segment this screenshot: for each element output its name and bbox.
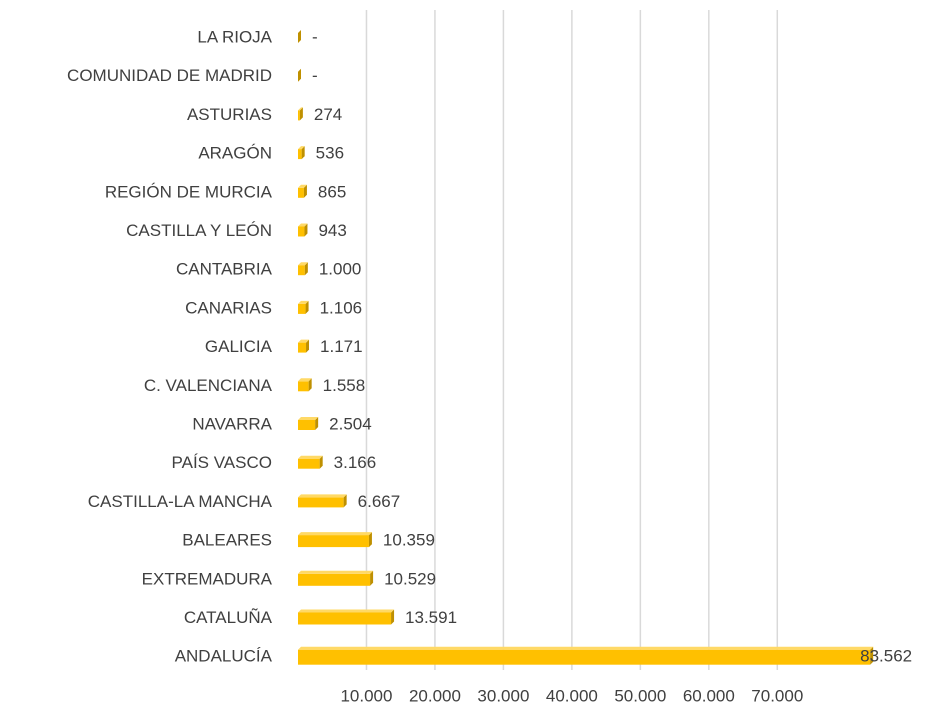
bar xyxy=(298,612,392,625)
bar xyxy=(298,265,305,276)
bar xyxy=(298,187,304,198)
bar-top xyxy=(298,609,395,613)
y-tick-label: REGIÓN DE MURCIA xyxy=(105,182,273,201)
bar-top xyxy=(298,417,319,420)
x-tick-label: 70.000 xyxy=(751,686,803,705)
bar xyxy=(298,110,300,121)
x-tick-label: 60.000 xyxy=(683,686,735,705)
bar-side xyxy=(368,532,372,548)
value-label: 6.667 xyxy=(358,492,401,511)
value-label: 3.166 xyxy=(334,453,377,472)
value-label: 1.558 xyxy=(323,376,366,395)
bar xyxy=(298,420,316,430)
y-tick-label: BALEARES xyxy=(182,531,272,550)
bar-top xyxy=(298,146,305,150)
bar-side xyxy=(391,609,395,625)
y-tick-label: CATALUÑA xyxy=(184,608,273,627)
bar-top xyxy=(298,300,309,304)
x-tick-label: 50.000 xyxy=(614,686,666,705)
x-tick-label: 20.000 xyxy=(409,686,461,705)
bar-top xyxy=(298,532,372,536)
y-tick-label: PAÍS VASCO xyxy=(172,453,272,472)
bar-top xyxy=(298,107,303,111)
value-label: 274 xyxy=(314,105,342,124)
bar-top xyxy=(298,570,374,574)
bar-top xyxy=(298,184,307,188)
value-label: - xyxy=(312,66,318,85)
value-label: - xyxy=(312,27,318,46)
y-tick-label: CANTABRIA xyxy=(176,260,273,279)
value-label: 1.106 xyxy=(320,298,363,317)
y-tick-label: ARAGÓN xyxy=(198,144,272,163)
bar xyxy=(298,573,371,586)
bar-side xyxy=(315,417,319,430)
bar-top xyxy=(298,378,312,382)
bar-side xyxy=(298,30,301,43)
y-tick-label: NAVARRA xyxy=(192,414,272,433)
y-tick-label: ANDALUCÍA xyxy=(175,647,273,666)
y-tick-label: LA RIOJA xyxy=(197,27,272,46)
bar-side xyxy=(370,570,374,586)
bar xyxy=(298,303,306,314)
bar-top xyxy=(298,223,308,227)
bar-side xyxy=(298,68,301,82)
value-label: 943 xyxy=(318,221,346,240)
x-tick-label: 30.000 xyxy=(477,686,529,705)
bar-top xyxy=(298,494,347,498)
x-tick-label: 40.000 xyxy=(546,686,598,705)
y-tick-label: GALICIA xyxy=(205,337,273,356)
bar xyxy=(298,649,871,665)
bar xyxy=(298,149,302,160)
bar-top xyxy=(298,646,874,650)
bar-side xyxy=(319,455,323,469)
value-label: 1.171 xyxy=(320,337,363,356)
value-label: 2.504 xyxy=(329,414,372,433)
value-label: 13.591 xyxy=(405,608,457,627)
bar-top xyxy=(298,339,310,343)
value-label: 10.359 xyxy=(383,531,435,550)
bar xyxy=(298,342,307,353)
y-tick-label: C. VALENCIANA xyxy=(144,376,273,395)
bar-side xyxy=(308,378,312,392)
bar-top xyxy=(298,455,323,459)
bar-side xyxy=(343,494,347,508)
y-tick-label: COMUNIDAD DE MADRID xyxy=(67,66,272,85)
bar xyxy=(298,381,309,392)
bar xyxy=(298,535,369,548)
value-label: 536 xyxy=(316,144,344,163)
value-label: 10.529 xyxy=(384,569,436,588)
bar-side xyxy=(304,262,308,276)
bar xyxy=(298,497,344,508)
bar-side xyxy=(301,146,305,160)
y-tick-label: CASTILLA-LA MANCHA xyxy=(88,492,273,511)
bar-top xyxy=(298,262,308,266)
bar-side xyxy=(870,646,874,665)
y-tick-label: CASTILLA Y LEÓN xyxy=(126,221,272,240)
x-tick-label: 10.000 xyxy=(340,686,392,705)
y-tick-label: EXTREMADURA xyxy=(142,569,273,588)
value-label: 83.562 xyxy=(860,647,912,666)
bar-side xyxy=(304,223,308,237)
y-tick-label: CANARIAS xyxy=(185,298,272,317)
bar-side xyxy=(306,339,310,353)
y-tick-label: ASTURIAS xyxy=(187,105,272,124)
bar-side xyxy=(305,300,309,314)
bar-side xyxy=(303,184,307,198)
value-label: 1.000 xyxy=(319,260,362,279)
bar-side xyxy=(299,107,303,121)
bar xyxy=(298,226,305,237)
value-label: 865 xyxy=(318,182,346,201)
bar xyxy=(298,458,320,469)
